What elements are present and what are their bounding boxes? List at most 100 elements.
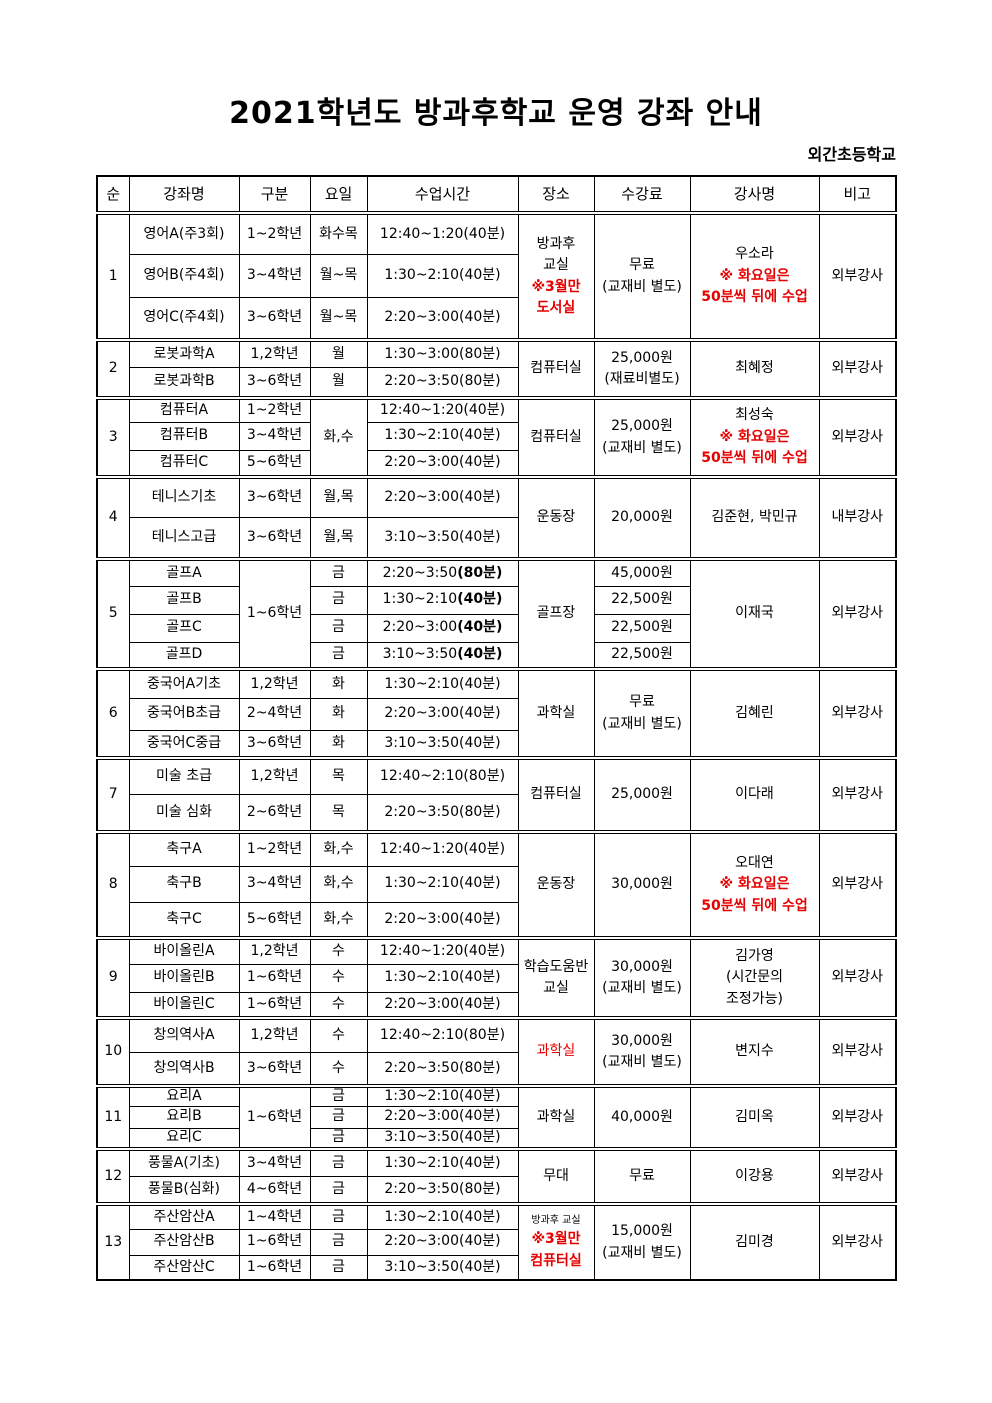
course-day: 금	[309, 1127, 368, 1150]
time-duration: (40분)	[457, 619, 503, 636]
course-note: 외부강사	[818, 1202, 897, 1281]
course-fee-line: 15,000원	[611, 1223, 673, 1239]
course-day: 월	[309, 366, 368, 399]
course-number: 13	[96, 1202, 130, 1281]
course-fee-line: 무료	[629, 1167, 655, 1184]
course-fee-line: (교재비 별도)	[602, 715, 682, 732]
course-instructor-line: 최혜정	[735, 360, 774, 377]
course-note: 외부강사	[818, 667, 897, 759]
course-grade: 3~4학년	[238, 865, 311, 903]
header-instructor: 강사명	[689, 175, 820, 215]
course-instructor-line: 최성숙	[735, 407, 774, 424]
course-grade: 3~6학년	[238, 516, 311, 560]
course-location-line: 방과후	[536, 235, 576, 252]
course-fee-line: (교재비 별도)	[602, 1054, 682, 1070]
course-grade: 4~6학년	[238, 1175, 311, 1205]
course-location-line: 방과후 교실	[531, 1214, 581, 1226]
course-name: 로봇과학B	[128, 366, 240, 399]
course-name: 풍물B(심화)	[128, 1175, 240, 1205]
course-time: 2:20~3:00(40분)	[366, 1228, 519, 1256]
course-fee: 25,000원 (교재비 별도)	[593, 396, 691, 478]
course-name: 테니스기초	[128, 475, 240, 518]
header-fee: 수강료	[593, 175, 691, 215]
course-time: 1:30~2:10(40분)	[366, 865, 519, 903]
course-name: 골프A	[128, 557, 240, 587]
course-day: 금	[309, 1105, 368, 1129]
course-location-line: 과학실	[536, 1043, 576, 1060]
course-time: 2:20~3:00(40분)	[366, 697, 519, 731]
course-name: 주산암산B	[128, 1228, 240, 1256]
course-name: 로봇과학A	[128, 338, 240, 368]
course-fee-line: 25,000원	[611, 786, 673, 803]
course-name: 미술 심화	[128, 793, 240, 833]
course-time: 2:20~3:00(40분)	[366, 901, 519, 939]
course-time: 2:20~3:50(80분)	[366, 1175, 519, 1205]
table-row: 8 축구A 1~2학년 화,수 12:40~1:20(40분) 운동장 30,000원 오대연…	[96, 830, 897, 939]
course-location-line: 컴퓨터실	[530, 1252, 582, 1269]
table-row: 바이올린C 1~6학년 수 2:20~3:00(40분)	[97, 991, 896, 1019]
table-row: 골프D 금 3:10~3:50(40분) 22,500원	[97, 641, 896, 670]
course-fee-line: 30,000원	[611, 876, 673, 893]
course-instructor-line: 이다래	[735, 786, 774, 803]
page-title: 2021학년도 방과후학교 운영 강좌 안내	[229, 96, 763, 131]
course-day: 월	[309, 338, 368, 368]
course-day: 목	[309, 756, 368, 795]
course-time: 3:10~3:50(40분)	[366, 729, 519, 759]
course-location: 방과후 교실 ※3월만 컴퓨터실	[517, 1202, 595, 1281]
course-number: 7	[96, 756, 130, 833]
course-instructor: 우소라 ※ 화요일은 50분씩 뒤에 수업	[689, 211, 820, 341]
course-location: 방과후 교실 ※3월만 도서실	[517, 211, 595, 341]
course-day: 월~목	[309, 253, 368, 298]
course-instructor-line: 50분씩 뒤에 수업	[701, 897, 808, 914]
course-location: 컴퓨터실	[517, 396, 595, 478]
course-name: 중국어B초급	[128, 697, 240, 731]
course-location: 학습도움반 교실	[517, 936, 595, 1019]
course-fee: 무료 (교재비 별도)	[593, 211, 691, 341]
course-fee-line: 25,000원	[611, 349, 673, 366]
course-location-line: 골프장	[536, 605, 576, 622]
header-location: 장소	[517, 175, 595, 215]
course-day: 금	[309, 1084, 368, 1107]
course-note: 외부강사	[818, 557, 897, 670]
course-instructor: 최성숙 ※ 화요일은 50분씩 뒤에 수업	[689, 396, 820, 478]
course-time: 2:20~3:00(40분)	[366, 296, 519, 341]
course-fee-line: 30,000원	[611, 958, 673, 975]
course-day: 금	[309, 1147, 368, 1177]
table-row: 테니스고급 3~6학년 월,목 3:10~3:50(40분)	[97, 516, 896, 560]
course-note: 외부강사	[818, 756, 897, 833]
course-day: 월,목	[309, 475, 368, 518]
table-row: 영어C(주4회) 3~6학년 월~목 2:20~3:00(40분)	[97, 296, 896, 341]
course-name: 축구A	[128, 830, 240, 867]
course-location: 운동장	[517, 830, 595, 939]
course-fee: 25,000원 (재료비별도)	[593, 338, 691, 399]
table-row: 7 미술 초급 1,2학년 목 12:40~2:10(80분) 컴퓨터실 25,000원 이다…	[96, 756, 897, 833]
course-location: 컴퓨터실	[517, 338, 595, 399]
time-range: 1:30~2:10	[382, 591, 458, 608]
course-name: 창의역사A	[128, 1016, 240, 1053]
course-day: 월,목	[309, 516, 368, 560]
course-fee: 30,000원 (교재비 별도)	[593, 1016, 691, 1087]
course-time: 12:40~2:10(80분)	[366, 1016, 519, 1053]
course-day: 화,수	[309, 396, 368, 478]
course-name: 골프C	[128, 613, 240, 643]
course-instructor-line: 오대연	[735, 854, 774, 871]
course-instructor-line: 이재국	[735, 605, 774, 622]
course-name: 컴퓨터A	[128, 396, 240, 423]
table-row: 11 요리A 1~6학년 금 1:30~2:10(40분) 과학실 40,000원 김미옥 외부…	[96, 1084, 897, 1150]
header-num: 순	[96, 175, 130, 215]
course-name: 영어C(주4회)	[128, 296, 240, 341]
course-day: 금	[309, 1254, 368, 1281]
course-day: 금	[309, 641, 368, 670]
course-fee: 무료 (교재비 별도)	[593, 667, 691, 759]
course-time: 2:20~3:00(40분)	[366, 475, 519, 518]
course-name: 창의역사B	[128, 1051, 240, 1087]
table-row: 4 테니스기초 3~6학년 월,목 2:20~3:00(40분) 운동장 20,000원 김준…	[96, 475, 897, 560]
course-fee: 40,000원	[593, 1084, 691, 1150]
course-number: 8	[96, 830, 130, 939]
course-instructor: 이재국	[689, 557, 820, 670]
table-row: 로봇과학B 3~6학년 월 2:20~3:50(80분)	[97, 366, 896, 399]
table-row: 미술 심화 2~6학년 목 2:20~3:50(80분)	[97, 793, 896, 833]
course-grade: 3~6학년	[238, 366, 311, 399]
course-location: 운동장	[517, 475, 595, 560]
school-name: 외간초등학교	[807, 145, 896, 164]
